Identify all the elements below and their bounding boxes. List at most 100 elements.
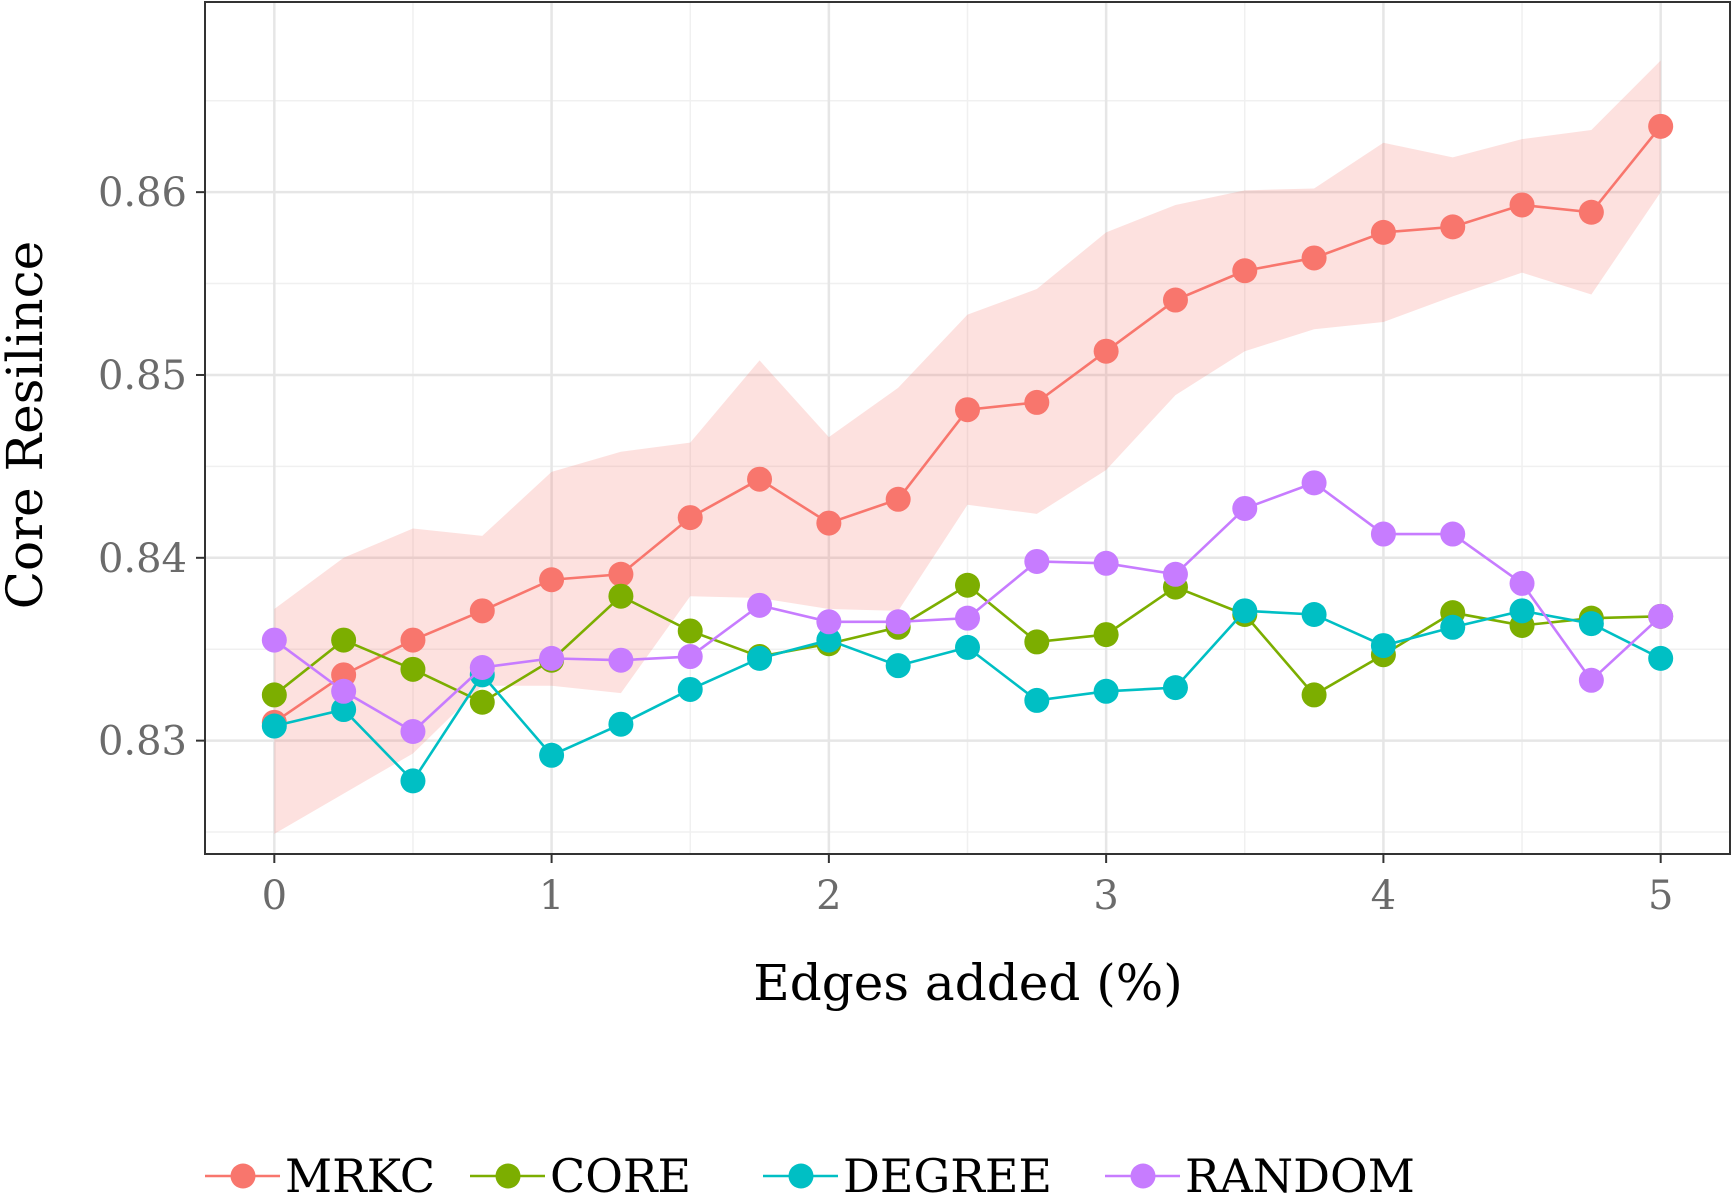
data-point-core <box>608 583 634 609</box>
legend-item-degree: DEGREE <box>763 1149 1052 1198</box>
data-point-mrkc <box>747 466 773 492</box>
legend-marker <box>495 1163 521 1189</box>
y-tick-label: 0.86 <box>98 170 187 216</box>
x-axis-title: Edges added (%) <box>753 954 1183 1012</box>
legend-label: MRKC <box>285 1149 435 1198</box>
data-point-core <box>261 682 287 708</box>
data-point-mrkc <box>1648 113 1674 139</box>
data-point-mrkc <box>539 567 565 593</box>
data-point-mrkc <box>1370 219 1396 245</box>
data-point-degree <box>1024 687 1050 713</box>
data-point-mrkc <box>1301 245 1327 271</box>
data-point-degree <box>955 634 980 660</box>
y-tick-label: 0.85 <box>98 353 187 399</box>
data-point-random <box>955 605 980 631</box>
legend-label: RANDOM <box>1185 1149 1415 1198</box>
data-point-degree <box>1301 601 1327 627</box>
legend-marker <box>788 1163 814 1189</box>
data-point-core <box>469 689 495 715</box>
data-point-core <box>677 618 703 644</box>
series-degree <box>261 598 1674 794</box>
data-point-random <box>885 609 911 635</box>
data-point-random <box>331 678 357 704</box>
series-layer <box>261 113 1674 794</box>
data-point-random <box>261 627 287 653</box>
axes: 0 1 2 3 4 5 0.83 0.84 0.85 0.86 <box>98 170 1673 919</box>
series-random <box>261 470 1674 745</box>
data-point-degree <box>677 676 703 702</box>
legend-marker <box>230 1163 256 1189</box>
data-point-degree <box>331 697 357 723</box>
legend: MRKC CORE DEGREE RANDOM <box>205 1149 1415 1198</box>
data-point-degree <box>539 742 565 768</box>
data-point-mrkc <box>1440 214 1466 240</box>
data-point-mrkc <box>1578 199 1604 225</box>
data-point-mrkc <box>1024 389 1050 415</box>
legend-marker <box>1130 1163 1156 1189</box>
y-tick-label: 0.83 <box>98 719 187 765</box>
data-point-degree <box>608 711 634 737</box>
data-point-random <box>1440 521 1466 547</box>
data-point-mrkc <box>955 397 980 423</box>
x-tick-label: 2 <box>816 873 841 919</box>
data-point-random <box>469 655 495 681</box>
data-point-random <box>747 592 773 618</box>
data-point-random <box>400 719 426 745</box>
legend-label: CORE <box>550 1149 691 1198</box>
data-point-core <box>1301 682 1327 708</box>
data-point-degree <box>1232 598 1258 624</box>
data-point-degree <box>1162 675 1188 701</box>
data-point-degree <box>747 645 773 671</box>
x-tick-label: 5 <box>1648 873 1673 919</box>
data-point-mrkc <box>469 598 495 624</box>
panel-border <box>204 1 1731 855</box>
x-tick-label: 4 <box>1371 873 1396 919</box>
data-point-mrkc <box>1162 287 1188 313</box>
data-point-core <box>400 656 426 682</box>
data-point-random <box>1648 603 1674 629</box>
data-point-random <box>539 645 565 671</box>
data-point-random <box>608 647 634 673</box>
data-point-mrkc <box>608 561 634 587</box>
data-point-random <box>1370 521 1396 547</box>
legend-label: DEGREE <box>843 1149 1052 1198</box>
data-point-degree <box>261 713 287 739</box>
data-point-mrkc <box>816 510 842 536</box>
data-point-random <box>677 644 703 670</box>
x-tick-label: 1 <box>539 873 564 919</box>
data-point-random <box>1578 667 1604 693</box>
data-point-degree <box>400 768 426 794</box>
y-axis-title: Core Resilince <box>0 241 54 609</box>
data-point-random <box>1301 470 1327 496</box>
data-point-degree <box>1370 633 1396 659</box>
legend-item-random: RANDOM <box>1105 1149 1415 1198</box>
data-point-mrkc <box>1093 338 1119 364</box>
data-point-core <box>1093 622 1119 648</box>
data-point-random <box>816 609 842 635</box>
data-point-mrkc <box>1232 258 1258 284</box>
legend-item-mrkc: MRKC <box>205 1149 435 1198</box>
data-point-degree <box>1509 598 1535 624</box>
data-point-degree <box>1093 678 1119 704</box>
data-point-random <box>1024 548 1050 574</box>
data-point-random <box>1232 495 1258 521</box>
data-point-random <box>1509 570 1535 596</box>
data-point-degree <box>1578 611 1604 637</box>
data-point-random <box>1162 561 1188 587</box>
series-mrkc <box>261 113 1674 735</box>
legend-item-core: CORE <box>470 1149 691 1198</box>
data-point-degree <box>1648 645 1674 671</box>
y-tick-label: 0.84 <box>98 536 187 582</box>
data-point-degree <box>816 627 842 653</box>
data-point-random <box>1093 550 1119 576</box>
data-point-degree <box>885 653 911 679</box>
data-point-core <box>955 572 980 598</box>
data-point-mrkc <box>400 627 426 653</box>
x-tick-label: 3 <box>1093 873 1118 919</box>
data-point-mrkc <box>885 486 911 512</box>
data-point-mrkc <box>677 505 703 531</box>
data-point-mrkc <box>1509 192 1535 218</box>
data-point-core <box>331 627 357 653</box>
